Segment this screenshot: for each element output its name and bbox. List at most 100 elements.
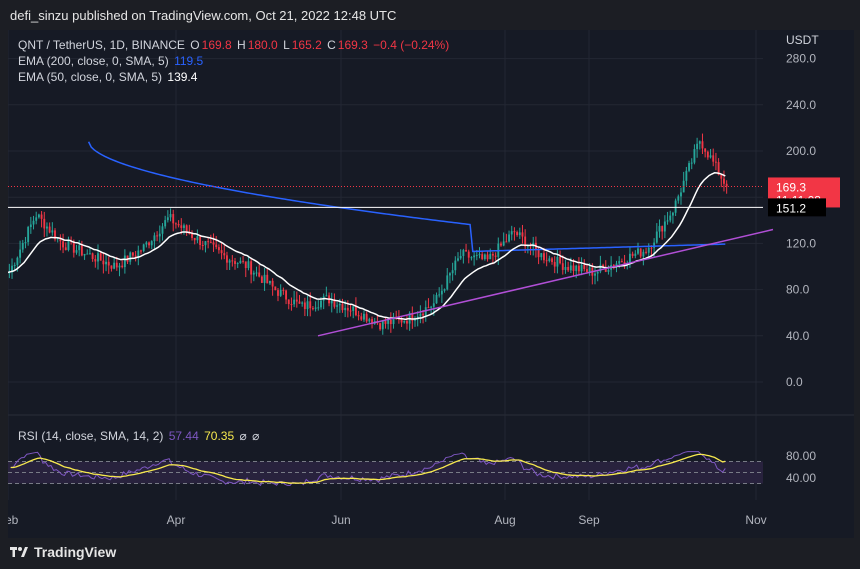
- candle-body: [207, 241, 210, 243]
- candle-body: [607, 269, 610, 272]
- candle-body: [8, 272, 11, 274]
- x-tick-label: Jun: [331, 513, 350, 527]
- candle-body: [575, 265, 578, 271]
- candle-body: [21, 243, 24, 250]
- candle-body: [414, 319, 416, 321]
- candle-body: [191, 233, 193, 238]
- candle-body: [510, 231, 513, 235]
- candle-body: [612, 264, 615, 267]
- candle-body: [185, 225, 188, 232]
- candle-body: [252, 272, 255, 275]
- ema50-line: [7, 172, 726, 321]
- candle-body: [486, 254, 489, 260]
- candle-body: [271, 280, 274, 287]
- rsi-ma-line: [10, 453, 726, 484]
- candle-body: [16, 257, 19, 266]
- candle-body: [204, 241, 207, 246]
- legend-o-label: O: [190, 38, 200, 52]
- candle-body: [564, 267, 567, 270]
- candle-body: [293, 299, 296, 305]
- candle-body: [457, 258, 459, 261]
- candle-body: [325, 295, 328, 297]
- candle-body: [674, 200, 677, 213]
- candle-body: [172, 214, 175, 224]
- candle-body: [658, 226, 661, 232]
- candle-body: [94, 259, 97, 262]
- candle-body: [508, 234, 510, 242]
- candle-body: [115, 262, 118, 268]
- tradingview-logo-icon: [10, 547, 28, 557]
- chart-area[interactable]: 0.040.080.0120.0160.0200.0240.0280.0FebA…: [0, 30, 854, 538]
- candle-body: [553, 262, 556, 267]
- candle-body: [193, 237, 196, 241]
- candle-body: [478, 254, 481, 256]
- candle-body: [406, 320, 408, 324]
- candle-body: [596, 271, 599, 274]
- candle-body: [712, 155, 715, 162]
- legend-change: −0.4 (−0.24%): [373, 38, 450, 52]
- candle-body: [279, 289, 282, 296]
- candle-body: [338, 304, 341, 306]
- candle-body: [333, 300, 336, 307]
- support-price-box: [768, 198, 826, 217]
- candle-body: [196, 236, 199, 241]
- candle-body: [639, 248, 642, 257]
- candle-body: [403, 320, 406, 323]
- candle-body: [266, 274, 269, 284]
- x-tick-label: Apr: [167, 513, 186, 527]
- candle-body: [381, 320, 384, 330]
- candle-body: [99, 253, 102, 261]
- candle-body: [80, 245, 83, 256]
- candle-body: [368, 319, 371, 322]
- y-tick-label: 0.0: [786, 375, 803, 389]
- legend-ema50-label[interactable]: EMA (50, close, 0, SMA, 5): [18, 70, 163, 84]
- candle-body: [505, 241, 508, 243]
- candle-body: [285, 290, 287, 300]
- legend-h-label: H: [237, 38, 246, 52]
- candle-body: [242, 260, 245, 262]
- candle-body: [274, 286, 277, 291]
- candle-body: [48, 226, 51, 233]
- candle-body: [440, 290, 443, 295]
- y-tick-label: 200.0: [786, 144, 816, 158]
- candle-body: [209, 241, 212, 243]
- brand[interactable]: TradingView: [10, 544, 116, 560]
- candle-body: [51, 230, 54, 233]
- candle-body: [258, 272, 261, 277]
- candle-body: [387, 319, 390, 324]
- candle-body: [419, 313, 422, 317]
- candle-body: [696, 143, 699, 150]
- legend-symbol[interactable]: QNT / TetherUS, 1D, BINANCE: [18, 38, 185, 52]
- candle-body: [212, 242, 215, 245]
- candle-body: [118, 265, 121, 268]
- candle-body: [287, 299, 290, 305]
- candle-body: [583, 264, 586, 270]
- candle-body: [443, 289, 446, 291]
- candle-body: [306, 301, 309, 310]
- candle-body: [454, 260, 457, 271]
- candle-body: [263, 274, 266, 283]
- candle-body: [341, 304, 344, 311]
- candle-body: [604, 267, 607, 272]
- candle-body: [32, 220, 35, 225]
- candle-body: [19, 249, 22, 258]
- x-tick-label: Aug: [494, 513, 515, 527]
- legend-ema200-label[interactable]: EMA (200, close, 0, SMA, 5): [18, 54, 169, 68]
- y-tick-label: 240.0: [786, 98, 816, 112]
- candle-body: [669, 215, 672, 221]
- candle-body: [642, 251, 645, 257]
- candle-body: [217, 247, 220, 251]
- candle-body: [105, 261, 107, 265]
- candle-body: [599, 264, 602, 272]
- candle-body: [352, 306, 355, 311]
- candle-body: [400, 318, 403, 323]
- candle-body: [129, 252, 132, 262]
- legend-l-value: 165.2: [291, 38, 322, 52]
- price-chart-svg[interactable]: 0.040.080.0120.0160.0200.0240.0280.0FebA…: [0, 30, 854, 538]
- candle-body: [451, 270, 454, 274]
- candle-body: [177, 223, 180, 226]
- candle-body: [446, 275, 449, 290]
- candle-body: [653, 242, 656, 248]
- legend-rsi-label[interactable]: RSI (14, close, SMA, 14, 2): [18, 429, 164, 443]
- candle-body: [234, 261, 236, 264]
